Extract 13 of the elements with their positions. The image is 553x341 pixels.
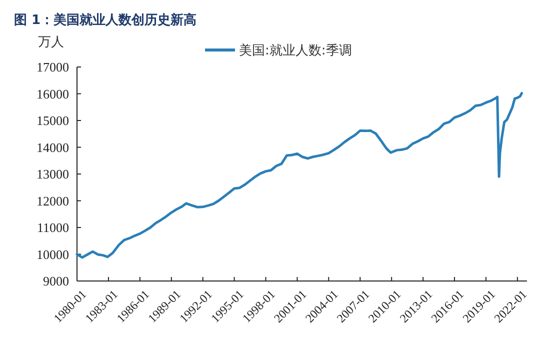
y-tick-label: 12000 [36, 193, 69, 208]
y-tick-label: 13000 [36, 166, 69, 182]
y-tick-label: 14000 [36, 140, 69, 155]
y-tick-label: 17000 [36, 60, 69, 75]
y-axis-title: 万人 [38, 35, 64, 50]
y-tick-label: 11000 [36, 220, 69, 236]
y-tick-label: 15000 [36, 113, 69, 128]
y-tick-label: 10000 [36, 246, 69, 262]
line-series [76, 92, 523, 259]
y-tick-label: 16000 [36, 86, 69, 102]
y-tick-label: 9000 [43, 274, 69, 289]
legend-label: 美国:就业人数:季调 [239, 42, 352, 59]
chart-title: 图 1：美国就业人数创历史新高 [14, 12, 197, 28]
